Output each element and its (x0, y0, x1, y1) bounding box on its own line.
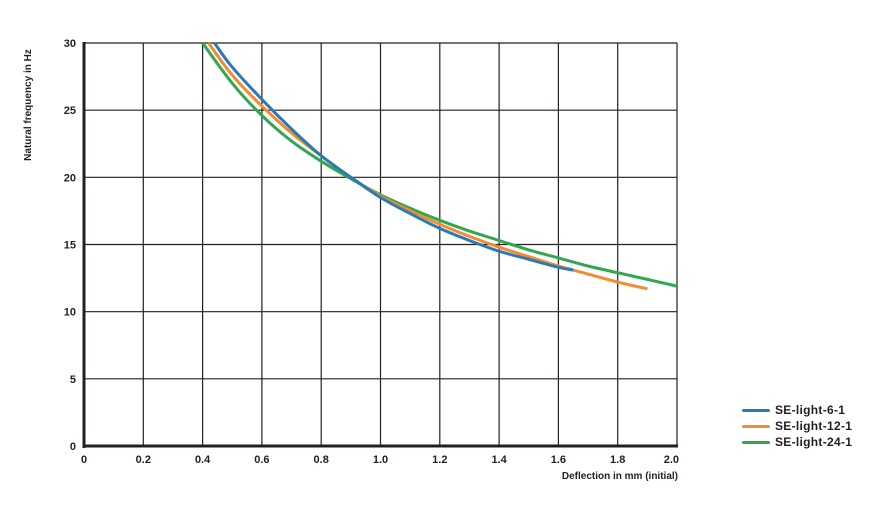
x-tick-label: 0.4 (195, 454, 211, 466)
legend-item-se-light-12-1: SE-light-12-1 (742, 418, 852, 434)
grid-lines (83, 42, 678, 447)
y-tick-label: 30 (64, 38, 76, 50)
legend-label: SE-light-12-1 (775, 419, 853, 433)
legend-swatch-orange (742, 424, 770, 428)
y-tick-label: 5 (70, 374, 76, 386)
legend: SE-light-6-1 SE-light-12-1 SE-light-24-1 (742, 402, 852, 450)
legend-label: SE-light-6-1 (775, 403, 846, 417)
x-tick-label: 1.2 (432, 454, 447, 466)
x-tick-label: 0.8 (314, 454, 329, 466)
data-series (201, 42, 678, 291)
x-tick-label: 2.0 (664, 454, 679, 466)
series-line-se-light-12-1 (207, 42, 648, 291)
legend-item-se-light-24-1: SE-light-24-1 (742, 434, 852, 450)
x-tick-label: 1.0 (373, 454, 388, 466)
x-tick-label: 1.8 (610, 454, 625, 466)
series-line-se-light-24-1 (201, 42, 678, 288)
y-tick-label: 10 (64, 307, 76, 319)
y-axis-ticks: 0 5 10 15 20 25 30 (64, 38, 76, 453)
legend-swatch-green (742, 440, 770, 444)
x-tick-label: 0 (81, 454, 87, 466)
legend-item-se-light-6-1: SE-light-6-1 (742, 402, 852, 418)
x-axis-label: Deflection in mm (initial) (562, 471, 678, 482)
y-tick-label: 20 (64, 172, 76, 184)
x-tick-label: 0.2 (136, 454, 151, 466)
x-axis-ticks: 0 0.2 0.4 0.6 0.8 1.0 1.2 1.4 1.6 1.8 2.0 (81, 454, 679, 466)
legend-label: SE-light-24-1 (775, 435, 853, 449)
y-tick-label: 0 (70, 441, 76, 453)
legend-swatch-blue (742, 408, 770, 412)
x-tick-label: 1.6 (551, 454, 566, 466)
y-tick-label: 25 (64, 105, 76, 117)
series-line-se-light-6-1 (213, 42, 574, 272)
axes (82, 42, 678, 448)
y-tick-label: 15 (64, 240, 76, 252)
y-axis-label: Natural frequency in Hz (23, 49, 34, 161)
x-tick-label: 1.4 (491, 454, 507, 466)
x-tick-label: 0.6 (254, 454, 269, 466)
